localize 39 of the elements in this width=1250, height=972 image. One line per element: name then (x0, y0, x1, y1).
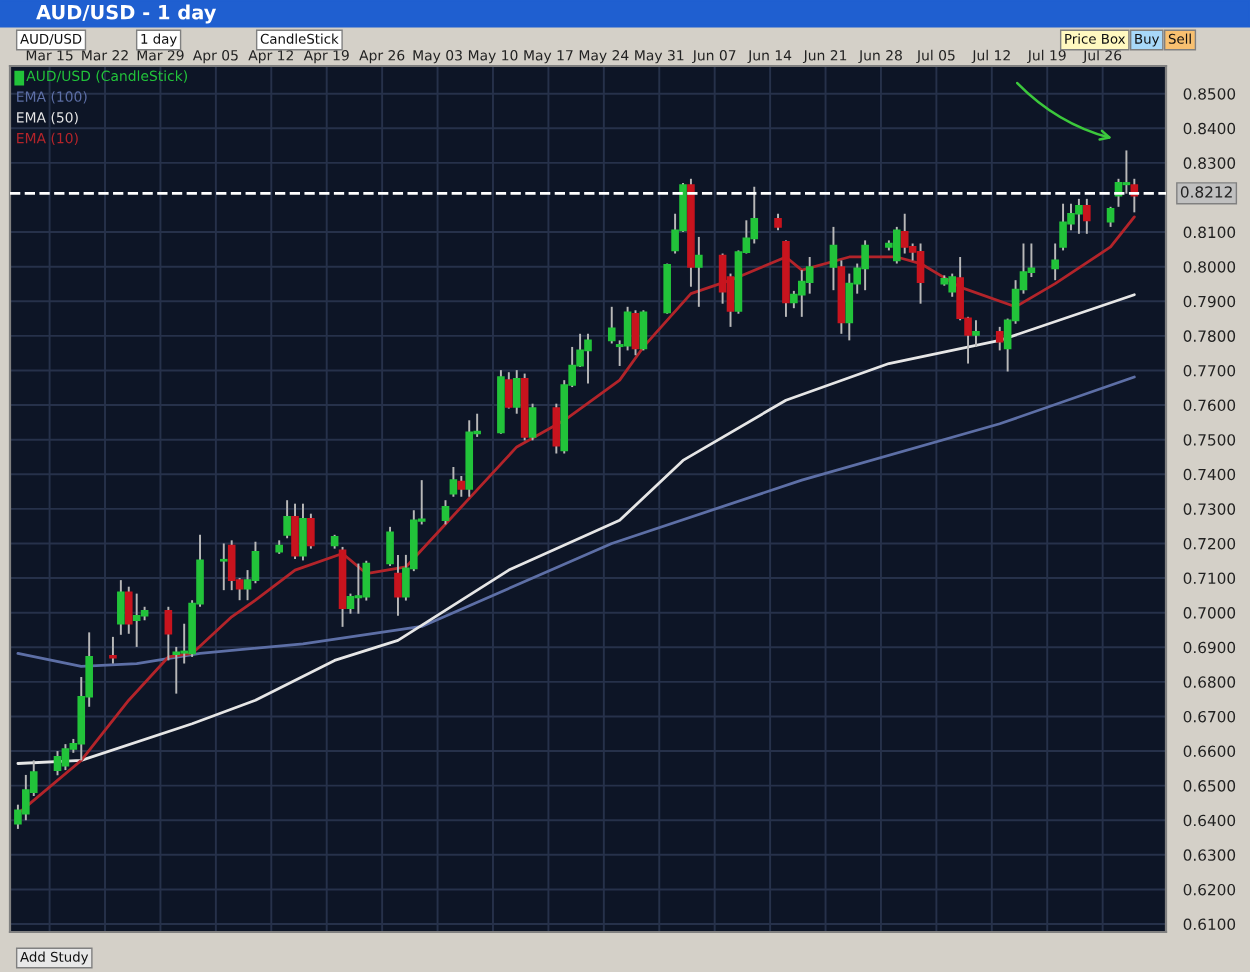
candlestick (631, 309, 640, 357)
line-series (16, 375, 1136, 668)
candlestick (695, 235, 703, 308)
candlestick (663, 262, 671, 315)
candlestick (845, 272, 854, 342)
candlestick (117, 579, 125, 636)
candlestick (457, 475, 466, 498)
candlestick (1106, 205, 1115, 228)
candlestick (718, 252, 727, 305)
candlestick (109, 635, 117, 665)
candlestick (219, 542, 228, 592)
candlestick (552, 402, 561, 455)
candlestick (861, 239, 869, 292)
candlestick (584, 332, 592, 385)
candlestick (639, 309, 648, 352)
candlestick (283, 499, 291, 540)
line-series (16, 293, 1136, 765)
candlestick (1083, 197, 1091, 235)
candlestick (972, 319, 980, 348)
candlestick (916, 242, 925, 305)
candlestick (394, 553, 402, 617)
candlestick (512, 369, 521, 415)
candlestick (354, 562, 363, 615)
candlestick (449, 466, 458, 498)
candlestick (995, 325, 1004, 352)
candlestick (1075, 197, 1083, 235)
candlestick (61, 743, 70, 772)
candlestick (505, 371, 513, 410)
candlestick (307, 512, 315, 550)
candlestick (53, 750, 62, 777)
candlestick (227, 539, 236, 592)
chart-title: AUD/USD - 1 day (36, 4, 217, 24)
candlestick (900, 212, 909, 255)
candlestick (132, 592, 141, 648)
candlestick (441, 499, 450, 526)
candlestick (299, 502, 307, 562)
candlestick (528, 402, 537, 442)
candlestick (291, 502, 299, 560)
candlestick (164, 605, 173, 662)
